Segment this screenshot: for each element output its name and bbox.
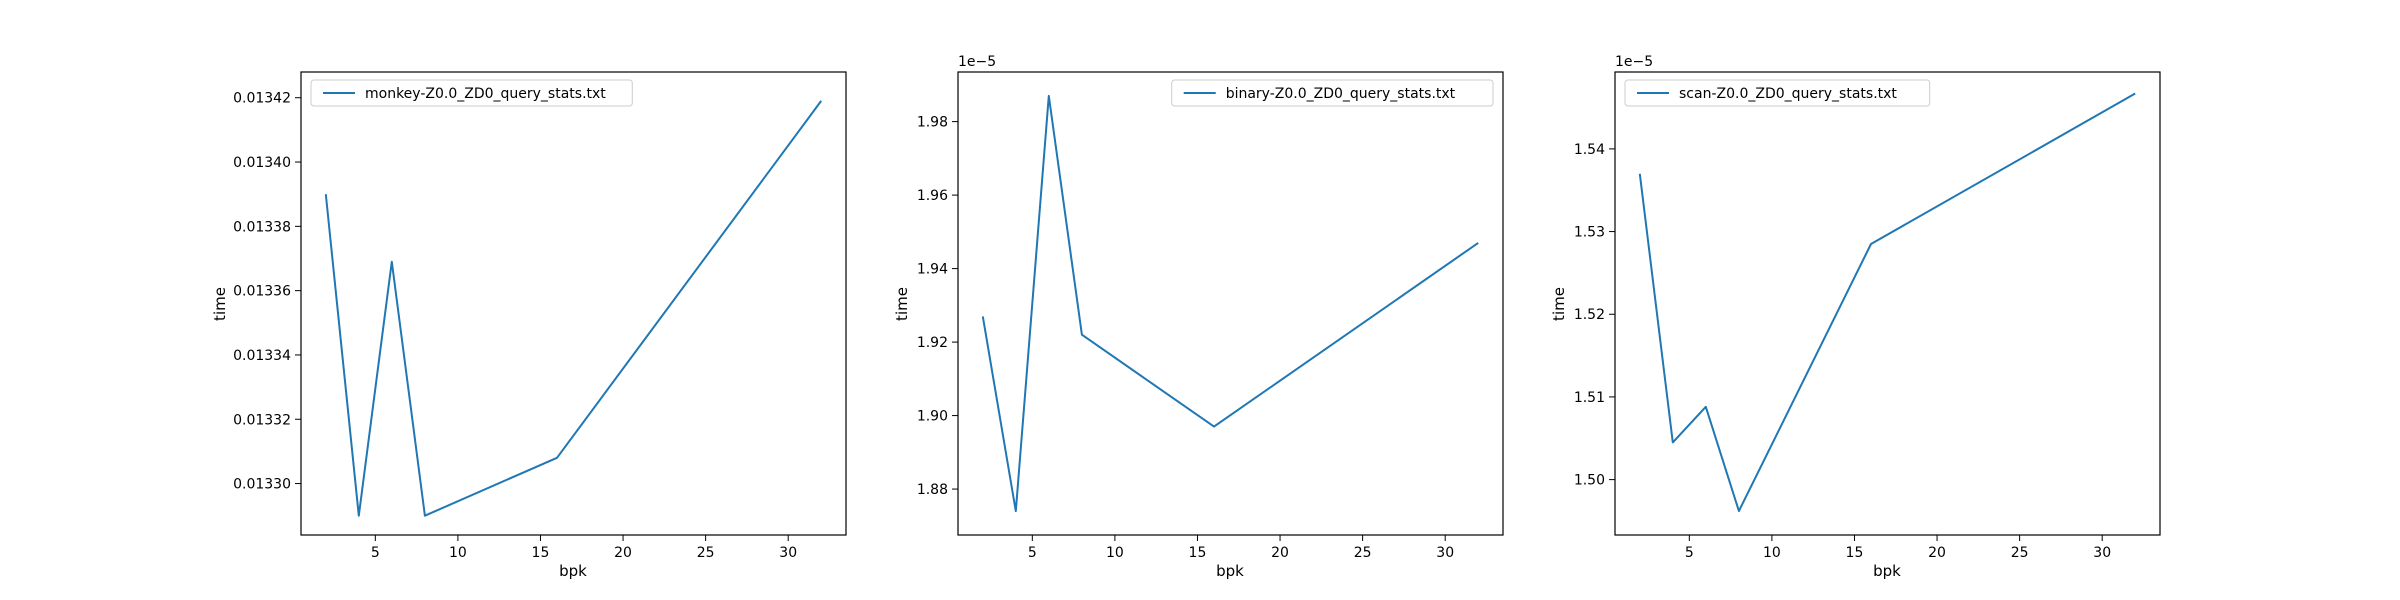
x-tick-label: 30 — [1436, 545, 1454, 561]
chart-panel-scan: 1e−5 bpk time 5 10 15 20 25 30 1.50 1.51 1.52 1.5… — [1550, 54, 2161, 580]
legend-label: binary-Z0.0_ZD0_query_stats.txt — [1226, 86, 1456, 102]
y-tick-label: 0.01332 — [233, 412, 291, 428]
y-tick-label: 1.50 — [1574, 473, 1605, 489]
x-tick-label: 5 — [1685, 545, 1694, 561]
x-tick-label: 25 — [2011, 545, 2029, 561]
legend-box — [310, 79, 633, 107]
series-line — [324, 100, 823, 517]
y-tick-label: 1.94 — [917, 262, 948, 278]
x-tick-label: 25 — [1354, 545, 1372, 561]
x-tick-label: 10 — [1763, 545, 1781, 561]
x-tick-label: 5 — [1028, 545, 1037, 561]
x-axis-label: bpk — [559, 562, 587, 580]
axes-frame — [1614, 71, 2161, 536]
x-axis-label: bpk — [1216, 562, 1244, 580]
y-tick-label: 0.01334 — [233, 348, 291, 364]
y-tick-label: 1.51 — [1574, 390, 1605, 406]
x-tick-label: 30 — [779, 545, 797, 561]
offset-label: 1e−5 — [958, 54, 996, 70]
x-tick-label: 15 — [1189, 545, 1207, 561]
legend-box — [1624, 79, 1931, 107]
y-axis-label: time — [893, 287, 911, 321]
y-tick-label: 1.92 — [917, 335, 948, 351]
axes-frame — [957, 71, 1504, 536]
x-tick-label: 15 — [532, 545, 550, 561]
y-tick-label: 0.01336 — [233, 284, 291, 300]
series-line — [1638, 92, 2136, 512]
legend: monkey-Z0.0_ZD0_query_stats.txt — [310, 79, 633, 107]
legend-box — [1171, 79, 1494, 107]
x-tick-label: 20 — [614, 545, 632, 561]
y-axis-label: time — [1550, 287, 1568, 321]
x-tick-label: 5 — [371, 545, 380, 561]
axes-frame — [300, 71, 847, 536]
offset-label: 1e−5 — [1615, 54, 1653, 70]
x-tick-label: 25 — [697, 545, 715, 561]
legend-label: monkey-Z0.0_ZD0_query_stats.txt — [365, 86, 606, 102]
x-tick-label: 15 — [1846, 545, 1864, 561]
y-tick-label: 1.53 — [1574, 225, 1605, 241]
y-tick-label: 1.54 — [1574, 142, 1605, 158]
chart-panel-binary: 1e−5 bpk time 5 10 15 20 25 30 1.88 1.90 1.92 1.9… — [893, 54, 1504, 580]
x-tick-label: 20 — [1928, 545, 1946, 561]
x-tick-label: 30 — [2093, 545, 2111, 561]
y-tick-label: 1.88 — [917, 482, 948, 498]
x-tick-label: 20 — [1271, 545, 1289, 561]
legend: scan-Z0.0_ZD0_query_stats.txt — [1624, 79, 1931, 107]
y-tick-label: 0.01340 — [233, 155, 291, 171]
y-tick-label: 0.01342 — [233, 91, 291, 107]
y-tick-label: 1.96 — [917, 188, 948, 204]
y-tick-label: 1.90 — [917, 409, 948, 425]
y-tick-label: 1.52 — [1574, 307, 1605, 323]
legend-label: scan-Z0.0_ZD0_query_stats.txt — [1679, 86, 1897, 102]
y-tick-label: 0.01338 — [233, 219, 291, 235]
y-tick-label: 1.98 — [917, 115, 948, 131]
x-axis-label: bpk — [1873, 562, 1901, 580]
x-tick-label: 10 — [1106, 545, 1124, 561]
y-axis-label: time — [211, 287, 229, 321]
chart-panel-monkey: bpk time 5 10 15 20 25 30 0.01330 0.01332 0.0133… — [211, 71, 847, 580]
legend: binary-Z0.0_ZD0_query_stats.txt — [1171, 79, 1494, 107]
y-tick-label: 0.01330 — [233, 477, 291, 493]
series-line — [981, 94, 1479, 513]
x-tick-label: 10 — [449, 545, 467, 561]
